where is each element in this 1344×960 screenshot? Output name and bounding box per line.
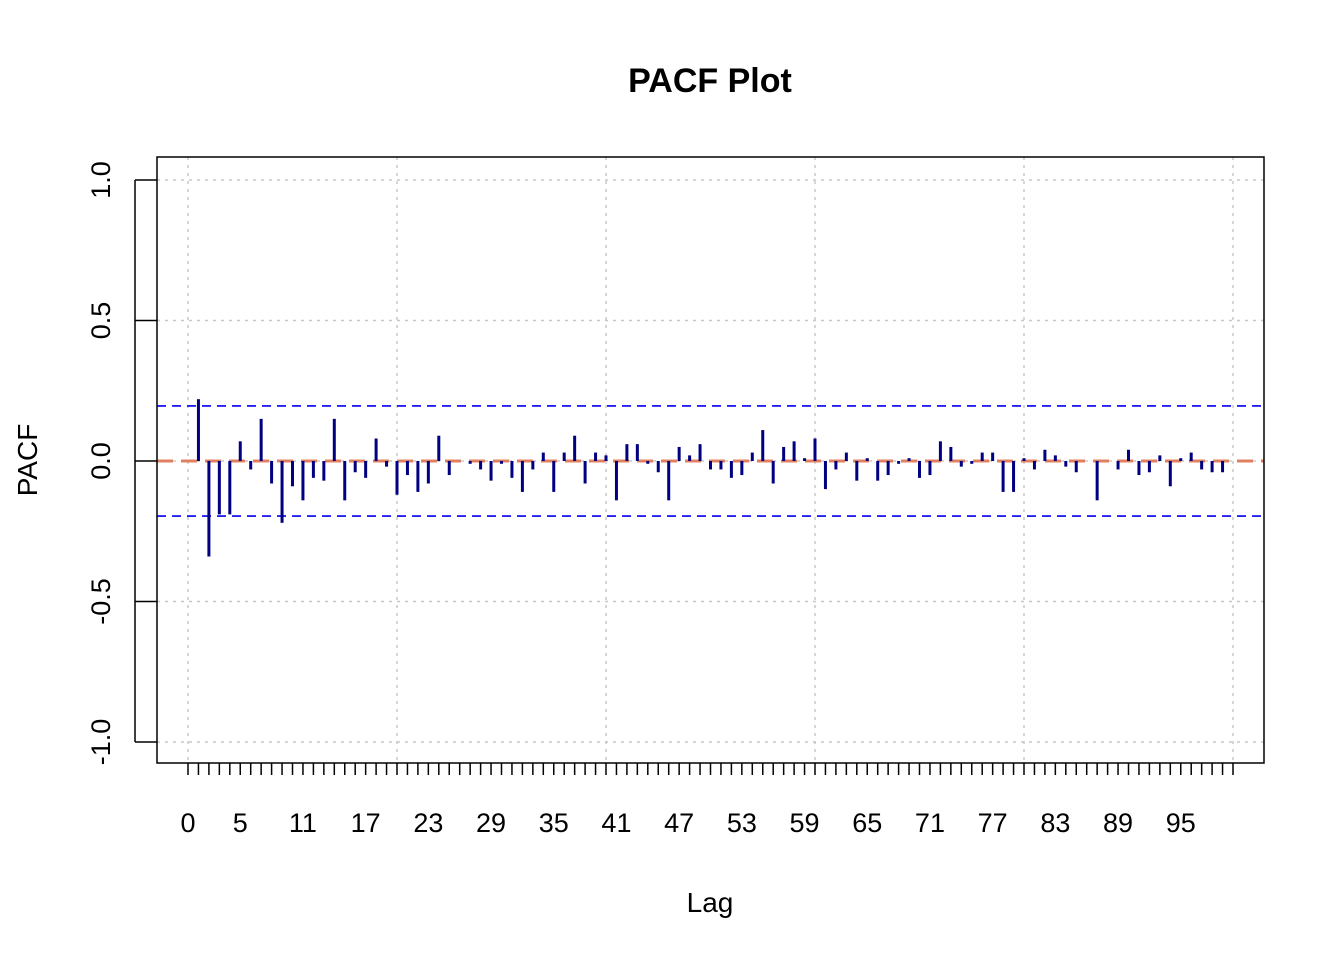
x-tick-label: 41 xyxy=(601,808,631,838)
x-tick-label: 5 xyxy=(233,808,248,838)
y-tick-label: -0.5 xyxy=(86,578,116,625)
x-axis-title: Lag xyxy=(687,887,734,918)
y-axis: -1.0 -0.5 0.0 0.5 1.0 xyxy=(86,161,157,765)
x-tick-label: 65 xyxy=(852,808,882,838)
y-tick-label: 0.0 xyxy=(86,442,116,480)
x-tick-label: 59 xyxy=(790,808,820,838)
x-tick-label: 23 xyxy=(413,808,443,838)
x-tick-label: 11 xyxy=(289,808,317,838)
y-tick-label: -1.0 xyxy=(86,719,116,766)
bar-layer xyxy=(196,399,1225,557)
x-tick-label: 89 xyxy=(1103,808,1133,838)
x-axis: 0 5 11 17 23 29 35 41 47 53 59 65 71 77 83 89 95 xyxy=(180,763,1234,838)
y-tick-label: 0.5 xyxy=(86,302,116,340)
x-tick-label: 0 xyxy=(180,808,195,838)
x-tick-label: 53 xyxy=(727,808,757,838)
x-tick-label: 95 xyxy=(1166,808,1196,838)
y-tick-label: 1.0 xyxy=(86,161,116,199)
x-tick-label: 83 xyxy=(1040,808,1070,838)
x-tick-label: 29 xyxy=(476,808,506,838)
x-tick-label: 71 xyxy=(915,808,945,838)
x-tick-label: 17 xyxy=(351,808,381,838)
y-axis-title: PACF xyxy=(12,424,43,497)
x-tick-label: 35 xyxy=(539,808,569,838)
x-tick-label: 47 xyxy=(664,808,694,838)
x-tick-label: 77 xyxy=(978,808,1008,838)
chart-title: PACF Plot xyxy=(628,62,792,100)
